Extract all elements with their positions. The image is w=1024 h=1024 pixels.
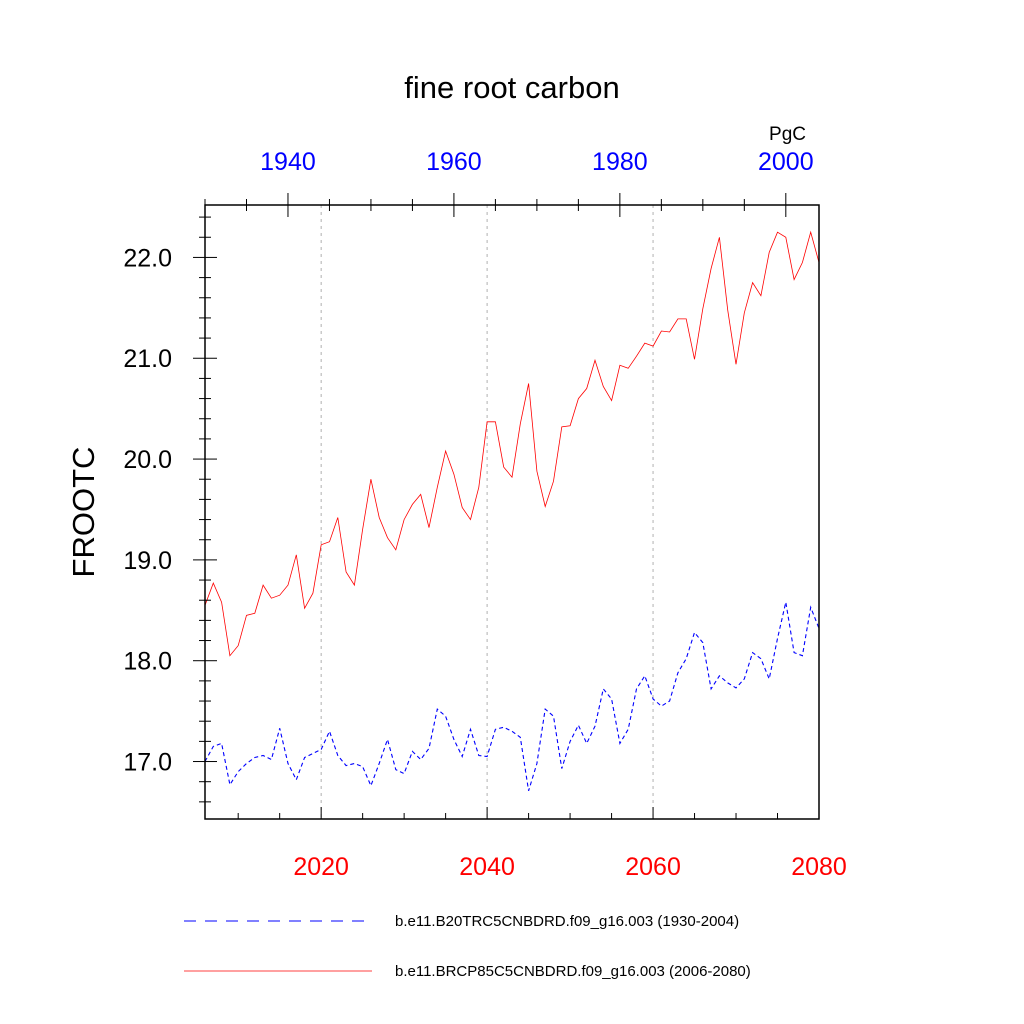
legend: b.e11.B20TRC5CNBDRD.f09_g16.003 (1930-20… bbox=[184, 913, 751, 980]
legend-label-rcp85: b.e11.BRCP85C5CNBDRD.f09_g16.003 (2006-2… bbox=[395, 963, 751, 980]
y-axis-label: FROOTC bbox=[66, 447, 101, 578]
series-line-historical bbox=[204, 602, 820, 791]
x-top-tick-label: 1960 bbox=[426, 148, 482, 176]
y-tick-label: 21.0 bbox=[123, 345, 172, 373]
series-line-rcp85 bbox=[204, 230, 820, 657]
chart-title: fine root carbon bbox=[404, 70, 619, 105]
x-top-tick-label: 1940 bbox=[260, 148, 316, 176]
tick-marks bbox=[193, 193, 820, 819]
grid-lines bbox=[320, 205, 654, 819]
x-bottom-tick-label: 2040 bbox=[459, 853, 515, 881]
x-top-tick-label: 2000 bbox=[758, 148, 814, 176]
x-top-tick-label: 1980 bbox=[592, 148, 648, 176]
x-bottom-tick-label: 2060 bbox=[625, 853, 681, 881]
tick-labels: 2020 2040 2060 2080 1940 1960 1980 2000 17.0 18.0… bbox=[123, 148, 846, 881]
plot-frame bbox=[204, 204, 820, 820]
x-bottom-tick-label: 2020 bbox=[293, 853, 349, 881]
x-bottom-tick-label: 2080 bbox=[791, 853, 847, 881]
legend-label-historical: b.e11.B20TRC5CNBDRD.f09_g16.003 (1930-20… bbox=[395, 913, 739, 930]
series-layer bbox=[204, 230, 820, 791]
y-tick-label: 18.0 bbox=[123, 648, 172, 676]
y-tick-label: 22.0 bbox=[123, 244, 172, 272]
y-tick-label: 19.0 bbox=[123, 547, 172, 575]
y-tick-label: 17.0 bbox=[123, 749, 172, 777]
units-label: PgC bbox=[769, 124, 806, 145]
y-tick-label: 20.0 bbox=[123, 446, 172, 474]
